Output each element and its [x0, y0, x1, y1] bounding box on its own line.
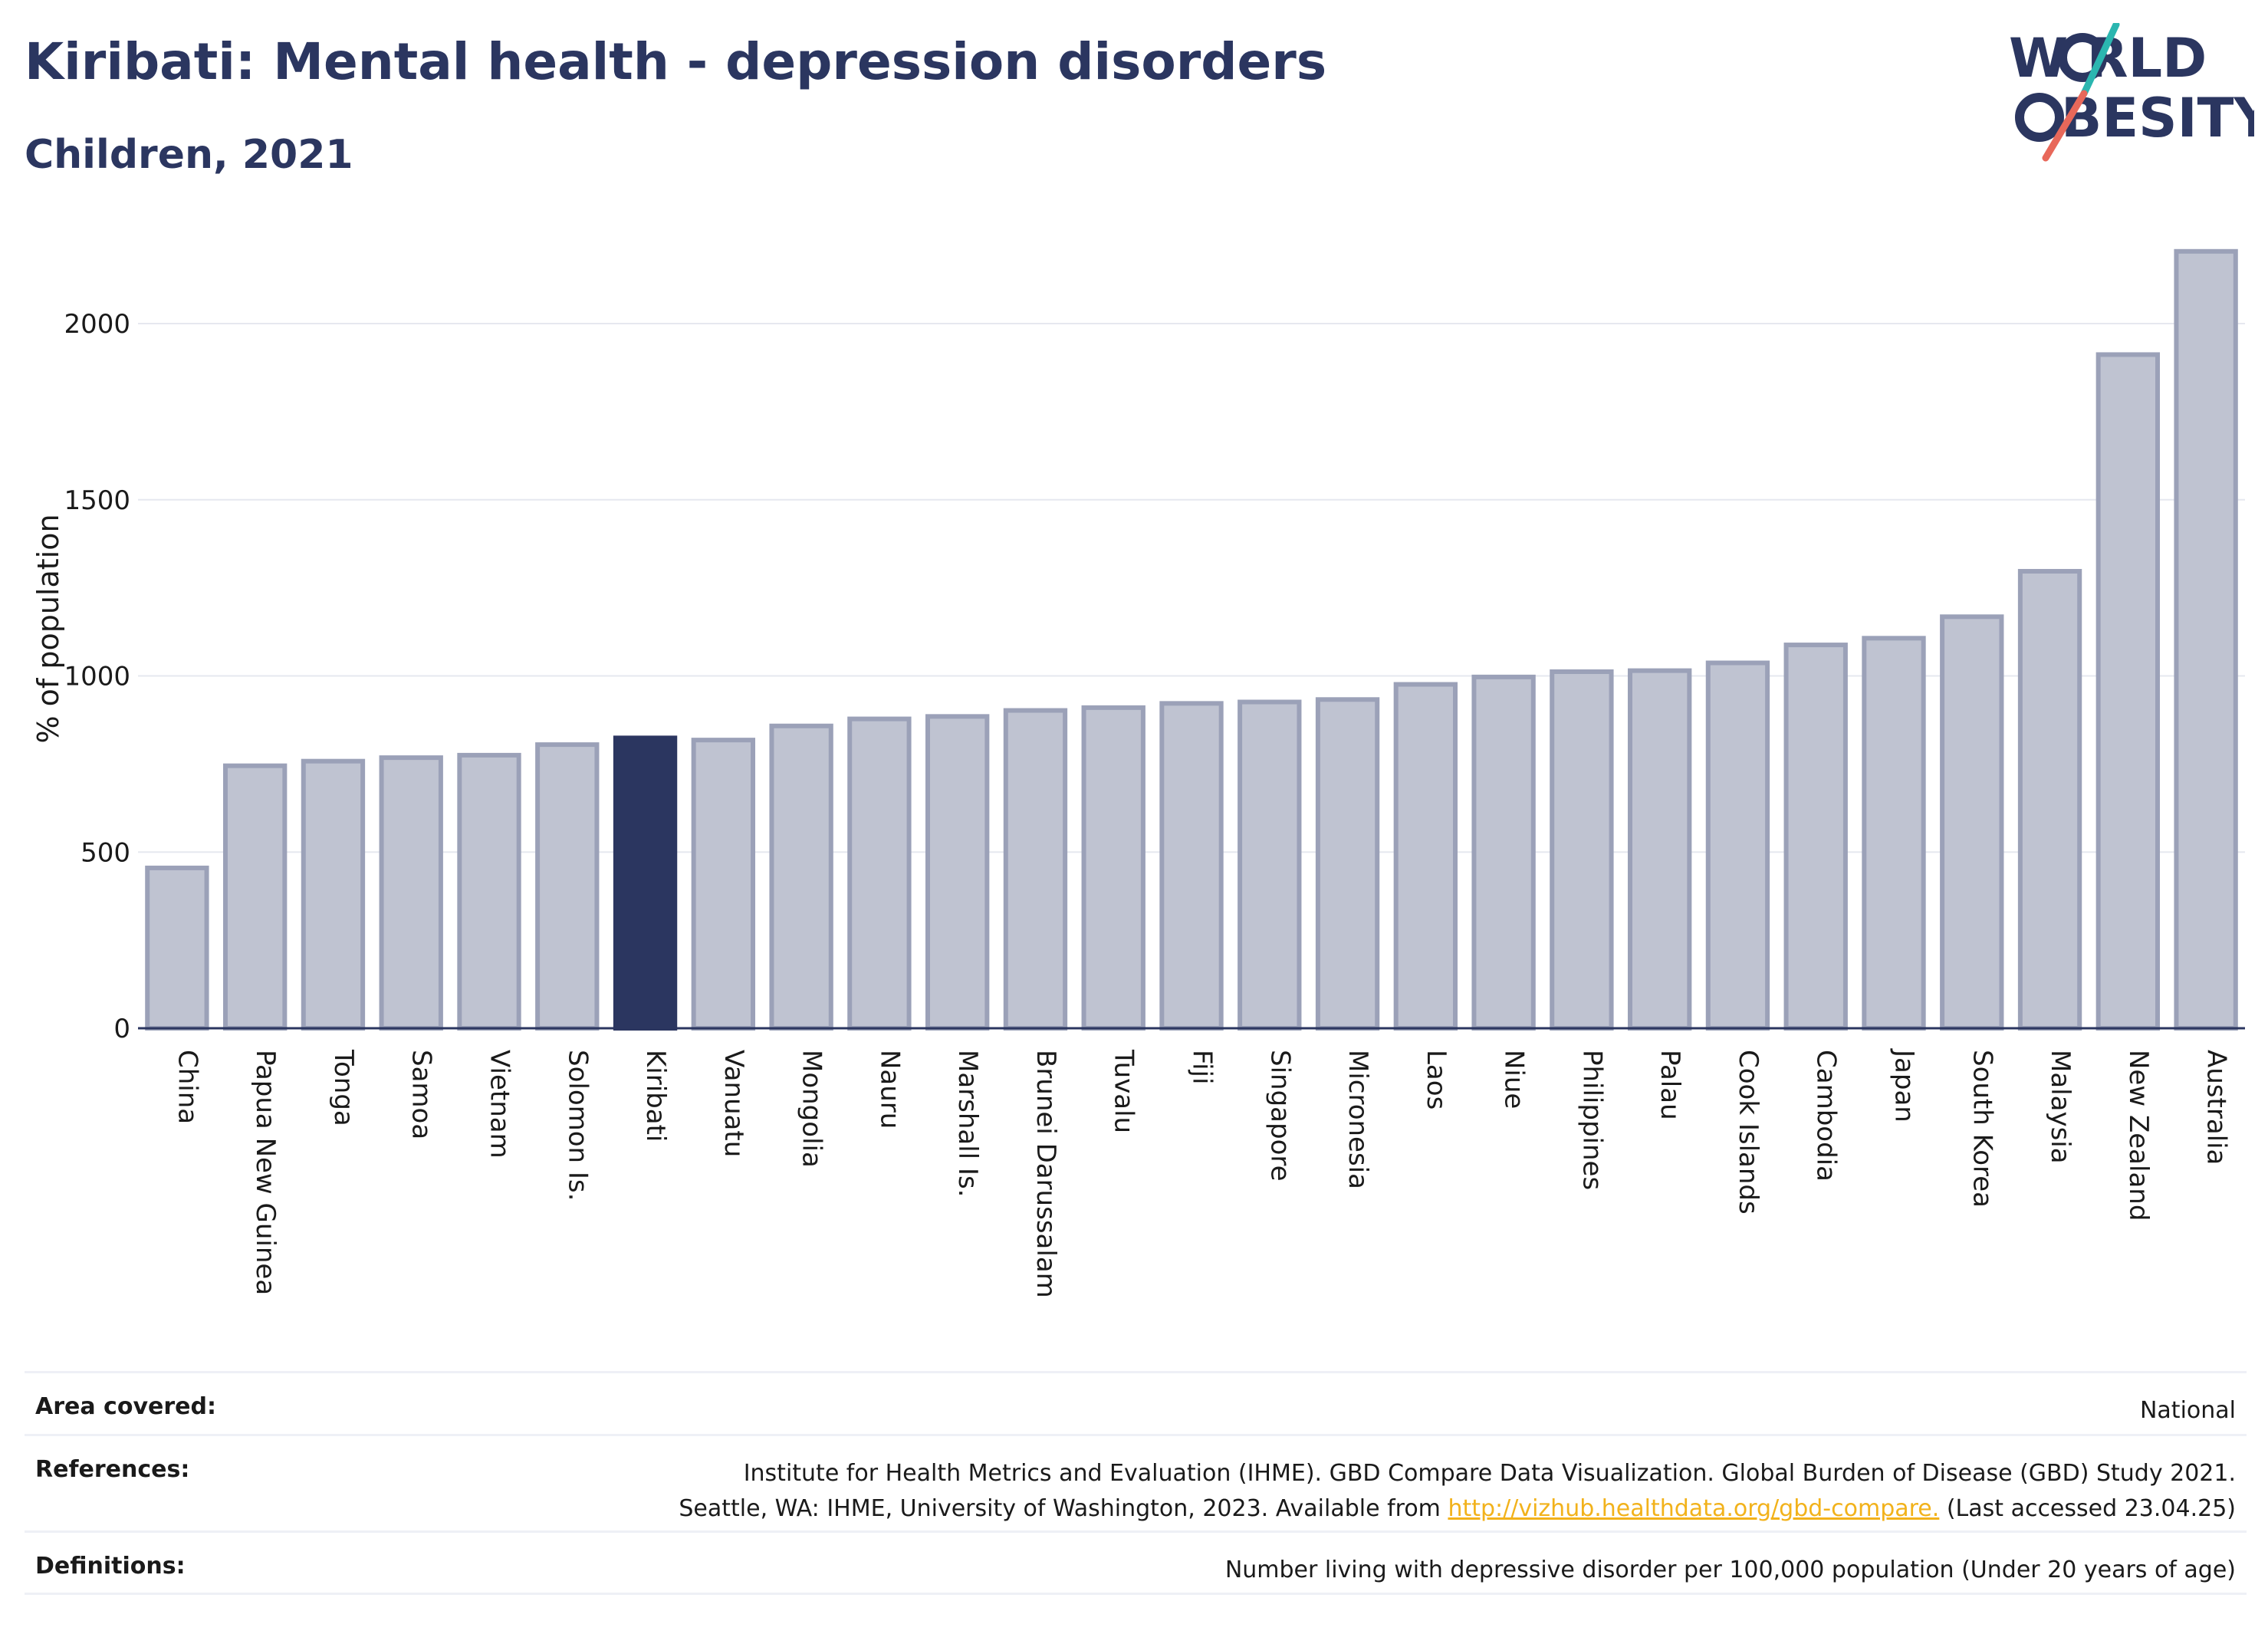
bar-kiribati [613, 735, 678, 1031]
y-tick-label: 1500 [64, 485, 130, 516]
x-tick-label: New Zealand [2123, 1050, 2154, 1221]
bar-papua-new-guinea [222, 763, 288, 1031]
x-tick-label: Brunei Darussalam [1030, 1050, 1061, 1298]
bar-marshall-is [925, 714, 990, 1031]
logo-o-bottom [2015, 93, 2064, 142]
logo-line2: BESITY [2061, 87, 2254, 150]
y-tick-label: 500 [81, 837, 130, 868]
bar-brunei-darussalam [1003, 708, 1068, 1031]
y-axis-title: % of population [31, 514, 65, 743]
chart-subtitle: Children, 2021 [25, 132, 353, 178]
x-tick-label: Palau [1655, 1050, 1685, 1120]
x-axis-labels: China Papua New Guinea Tonga Samoa Vietnam So… [172, 1048, 2231, 1298]
x-tick-label: Niue [1499, 1050, 1530, 1109]
bar-cambodia [1783, 643, 1848, 1031]
x-tick-label: South Korea [1967, 1050, 1997, 1208]
x-tick-label: Philippines [1576, 1050, 1607, 1190]
references-line2-pre: Seattle, WA: IHME, University of Washing… [679, 1495, 1448, 1522]
x-tick-label: Papua New Guinea [250, 1050, 281, 1295]
bar-south-korea [1940, 614, 2004, 1031]
world-obesity-logo: W RLD BESITY [2009, 23, 2254, 162]
x-tick-label: Laos [1421, 1050, 1451, 1110]
bar-vanuatu [691, 738, 756, 1031]
bar-solomon-is [535, 742, 600, 1031]
definitions-value: Number living with depressive disorder p… [1224, 1557, 2236, 1583]
references-value: Institute for Health Metrics and Evaluat… [679, 1456, 2236, 1527]
references-line2-post: (Last accessed 23.04.25) [1939, 1495, 2236, 1522]
y-tick-label: 0 [113, 1014, 130, 1044]
bar-japan [1862, 636, 1926, 1031]
x-tick-label: Nauru [874, 1050, 905, 1129]
x-tick-label: Marshall Is. [952, 1050, 983, 1198]
x-tick-label: Mongolia [797, 1050, 827, 1168]
x-tick-label: Micronesia [1343, 1050, 1373, 1189]
bar-samoa [379, 755, 443, 1031]
x-tick-label: Vanuatu [718, 1050, 749, 1157]
references-label: References: [35, 1456, 190, 1483]
y-axis-ticks: 0 500 1000 1500 2000 [64, 309, 130, 1044]
bar-niue [1471, 674, 1536, 1031]
x-tick-label: Tuvalu [1109, 1049, 1139, 1133]
x-tick-label: Malaysia [2045, 1050, 2076, 1164]
bar-fiji [1159, 701, 1224, 1031]
bar-cook-islands [1705, 660, 1770, 1031]
logo-slash-teal [2080, 23, 2120, 97]
bar-micronesia [1315, 697, 1380, 1031]
x-tick-label: Cook Islands [1733, 1050, 1763, 1215]
bar-singapore [1238, 699, 1302, 1031]
bar-new-zealand [2095, 352, 2161, 1031]
footer-table: Area covered: National References: Insti… [25, 1371, 2247, 1595]
references-line1: Institute for Health Metrics and Evaluat… [743, 1460, 2236, 1487]
x-tick-label: Singapore [1264, 1050, 1295, 1182]
x-tick-label: Samoa [406, 1050, 437, 1139]
x-tick-label: Fiji [1187, 1050, 1218, 1084]
bar-vietnam [457, 752, 521, 1031]
x-tick-label: Japan [1889, 1048, 1920, 1123]
bar-tonga [301, 758, 366, 1031]
definitions-label: Definitions: [35, 1553, 186, 1580]
bar-china [145, 865, 209, 1031]
references-link[interactable]: http://vizhub.healthdata.org/gbd-compare… [1448, 1495, 1940, 1522]
y-tick-label: 1000 [64, 662, 130, 692]
footer-row-references: References: Institute for Health Metrics… [25, 1434, 2247, 1530]
x-tick-label: China [172, 1050, 202, 1124]
bar-mongolia [769, 723, 833, 1031]
x-tick-label: Cambodia [1811, 1050, 1842, 1182]
x-tick-label: Solomon Is. [562, 1050, 593, 1201]
bar-australia [2174, 248, 2238, 1031]
bar-philippines [1550, 669, 1614, 1031]
x-tick-label: Tonga [328, 1049, 359, 1126]
area-covered-label: Area covered: [35, 1393, 216, 1420]
bars [145, 248, 2238, 1031]
bar-tuvalu [1081, 705, 1146, 1031]
bar-nauru [847, 716, 912, 1031]
footer-row-definitions: Definitions: Number living with depressi… [25, 1530, 2247, 1595]
x-tick-label: Australia [2201, 1050, 2232, 1165]
area-covered-value: National [2139, 1397, 2236, 1424]
logo-slash-coral [2042, 90, 2088, 162]
bar-chart: 0 500 1000 1500 2000 China Papua New Guinea To… [31, 248, 2245, 1298]
bar-malaysia [2017, 569, 2082, 1031]
chart-title: Kiribati: Mental health - depression dis… [25, 32, 1327, 91]
footer-row-area: Area covered: National [25, 1371, 2247, 1434]
bar-laos [1393, 682, 1458, 1031]
y-tick-label: 2000 [64, 309, 130, 340]
x-tick-label: Vietnam [485, 1050, 515, 1159]
x-tick-label: Kiribati [640, 1050, 671, 1142]
bar-palau [1627, 668, 1692, 1031]
